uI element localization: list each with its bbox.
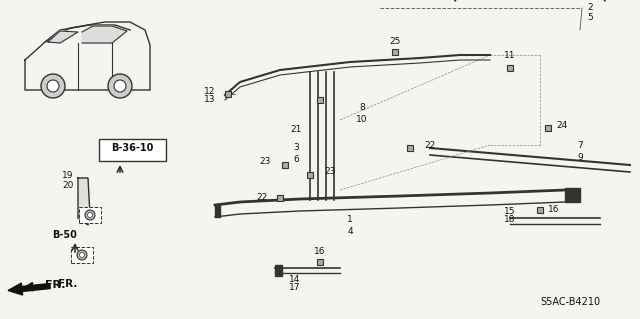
Text: 23: 23	[324, 167, 336, 176]
Bar	[317, 259, 323, 265]
Bar	[537, 207, 543, 213]
Polygon shape	[78, 178, 90, 225]
FancyBboxPatch shape	[79, 207, 101, 223]
Text: FR.: FR.	[45, 280, 65, 290]
Text: 5: 5	[587, 13, 593, 23]
Text: 20: 20	[62, 181, 74, 189]
Text: 17: 17	[289, 284, 301, 293]
Text: 12: 12	[204, 87, 215, 97]
Polygon shape	[275, 265, 282, 276]
Bar	[545, 125, 551, 131]
Text: 22: 22	[424, 140, 436, 150]
Text: B-50: B-50	[52, 230, 77, 240]
Text: 23: 23	[259, 158, 271, 167]
Bar	[277, 195, 283, 201]
FancyBboxPatch shape	[71, 247, 93, 263]
Circle shape	[108, 74, 132, 98]
Polygon shape	[215, 205, 220, 217]
Text: S5AC-B4210: S5AC-B4210	[540, 297, 600, 307]
Text: 11: 11	[504, 50, 516, 60]
Text: 15: 15	[504, 207, 516, 217]
Text: 6: 6	[293, 155, 299, 165]
Circle shape	[77, 250, 87, 260]
Bar	[282, 162, 288, 168]
Polygon shape	[48, 31, 78, 43]
Circle shape	[88, 212, 93, 218]
Text: 10: 10	[356, 115, 368, 124]
Circle shape	[47, 80, 59, 92]
Text: 16: 16	[548, 205, 560, 214]
Circle shape	[41, 74, 65, 98]
Bar	[307, 172, 313, 178]
FancyBboxPatch shape	[99, 139, 166, 161]
Text: 8: 8	[359, 103, 365, 113]
FancyArrow shape	[8, 283, 51, 295]
Text: 3: 3	[293, 144, 299, 152]
Text: 1: 1	[347, 216, 353, 225]
Circle shape	[79, 253, 84, 257]
Text: 9: 9	[577, 152, 583, 161]
Bar	[317, 97, 323, 103]
Polygon shape	[82, 26, 127, 43]
Text: 4: 4	[347, 227, 353, 236]
Text: 16: 16	[314, 248, 326, 256]
Circle shape	[114, 80, 126, 92]
Text: 24: 24	[556, 121, 568, 130]
Bar	[507, 65, 513, 71]
Polygon shape	[565, 188, 580, 202]
Text: B-36-10: B-36-10	[111, 143, 153, 153]
Circle shape	[85, 210, 95, 220]
Bar	[392, 49, 398, 55]
Text: 19: 19	[62, 170, 74, 180]
Text: 21: 21	[291, 125, 301, 135]
Bar	[225, 91, 231, 97]
Text: 13: 13	[204, 95, 215, 105]
Bar	[407, 145, 413, 151]
Text: 22: 22	[257, 194, 268, 203]
Text: FR.: FR.	[58, 279, 77, 289]
Text: 7: 7	[577, 140, 583, 150]
Text: 14: 14	[289, 276, 301, 285]
Text: 18: 18	[504, 216, 516, 225]
Text: 2: 2	[587, 4, 593, 12]
Text: 25: 25	[389, 38, 401, 47]
